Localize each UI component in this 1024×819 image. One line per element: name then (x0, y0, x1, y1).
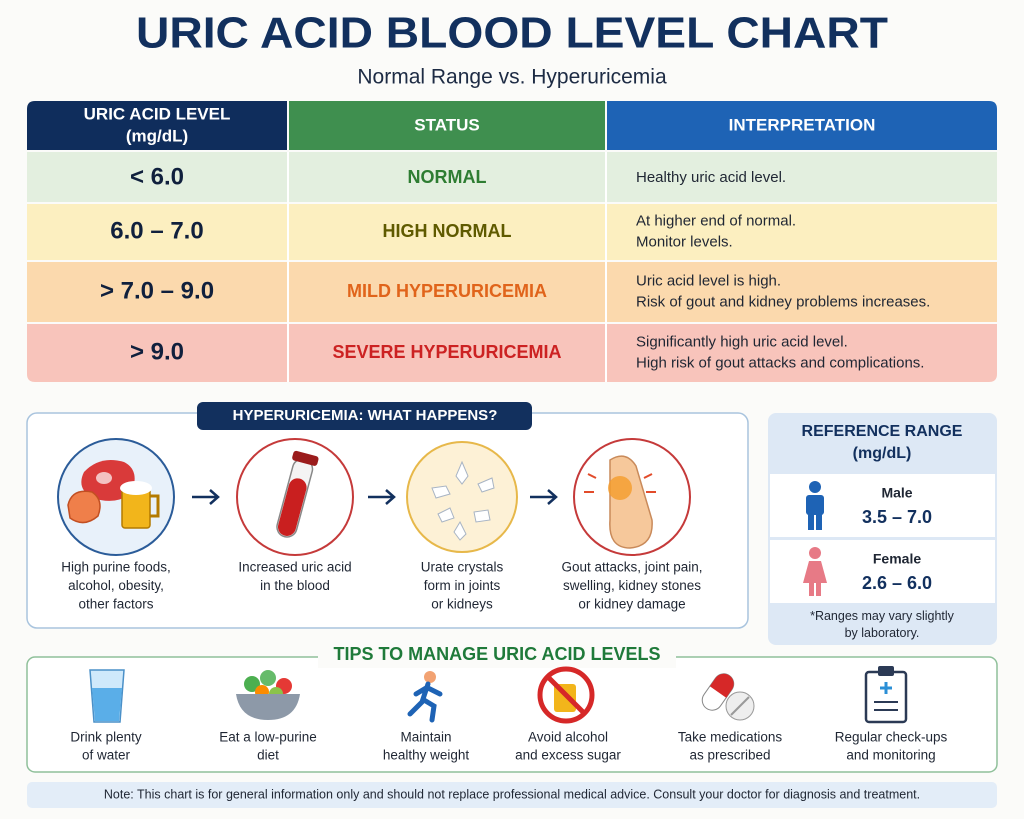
interpretation: At higher end of normal. (636, 212, 796, 229)
row-bg (27, 324, 997, 382)
level: 6.0 – 7.0 (110, 217, 203, 244)
tip-caption: healthy weight (383, 748, 470, 763)
tip-icon (89, 669, 125, 723)
interpretation: Uric acid level is high. (636, 272, 781, 289)
reference-note: *Ranges may vary slightly (810, 609, 955, 623)
header-cell (27, 101, 287, 150)
table-header (27, 101, 997, 150)
tip-icon (236, 670, 300, 720)
interpretation: High risk of gout attacks and complicati… (636, 354, 924, 371)
tip-icon (407, 671, 443, 723)
interpretation: Risk of gout and kidney problems increas… (636, 293, 930, 310)
tip-caption: and excess sugar (515, 748, 621, 763)
tip-icon (537, 666, 595, 724)
tips-title-bg (318, 644, 676, 668)
header-cell (607, 101, 997, 150)
group-range: 2.6 – 6.0 (862, 573, 932, 593)
step-caption: or kidney damage (578, 597, 685, 612)
step-caption: alcohol, obesity, (68, 578, 164, 593)
tip-caption: Regular check-ups (835, 730, 948, 745)
process-title: HYPERURICEMIA: WHAT HAPPENS? (233, 407, 498, 424)
tip-caption: diet (257, 748, 279, 763)
arrow (192, 489, 558, 505)
header-cell (289, 101, 605, 150)
female-icon (803, 547, 827, 596)
status: NORMAL (408, 167, 487, 187)
reference-card (770, 474, 995, 537)
interpretation: Significantly high uric acid level. (636, 333, 848, 350)
tip-caption: Maintain (400, 730, 451, 745)
step-caption: or kidneys (431, 597, 493, 612)
tip-caption: Take medications (678, 730, 783, 745)
interpretation: Healthy uric acid level. (636, 169, 786, 186)
group-label: Male (881, 485, 912, 501)
step-caption: Increased uric acid (238, 560, 351, 575)
row-bg (27, 152, 997, 202)
step-caption: in the blood (260, 578, 330, 593)
row-bg (27, 204, 997, 260)
tip-caption: Avoid alcohol (528, 730, 608, 745)
step-icon (573, 438, 691, 556)
row-bg (27, 262, 997, 322)
level: > 7.0 – 9.0 (100, 277, 214, 304)
reference-note: by laboratory. (845, 626, 920, 640)
reference-title: REFERENCE RANGE (802, 423, 963, 440)
level: > 9.0 (130, 338, 184, 365)
column-header: (mg/dL) (126, 126, 188, 145)
step-icon (236, 438, 354, 556)
tip-icon (701, 673, 755, 721)
male-icon (806, 481, 824, 530)
column-header: URIC ACID LEVEL (84, 104, 231, 123)
step-icon (406, 441, 518, 553)
step-icon (57, 438, 175, 556)
process-pill (197, 402, 532, 430)
title: URIC ACID BLOOD LEVEL CHART (136, 9, 888, 58)
status: SEVERE HYPERURICEMIA (332, 342, 561, 362)
level: < 6.0 (130, 163, 184, 190)
reference-card (770, 540, 995, 603)
reference-title: (mg/dL) (853, 445, 912, 462)
step-caption: swelling, kidney stones (563, 578, 701, 593)
tip-icon (864, 666, 908, 724)
step-caption: High purine foods, (61, 560, 171, 575)
tip-caption: of water (82, 748, 131, 763)
tip-caption: Eat a low-purine (219, 730, 317, 745)
interpretation: Monitor levels. (636, 233, 733, 250)
column-header: INTERPRETATION (729, 115, 876, 134)
step-caption: Gout attacks, joint pain, (561, 560, 702, 575)
footer-note: Note: This chart is for general informat… (104, 787, 920, 801)
footer-bar (27, 782, 997, 808)
status: HIGH NORMAL (383, 221, 512, 241)
tips-title: TIPS TO MANAGE URIC ACID LEVELS (333, 644, 660, 664)
step-caption: other factors (78, 597, 153, 612)
tip-caption: Drink plenty (70, 730, 142, 745)
status: MILD HYPERURICEMIA (347, 281, 547, 301)
group-label: Female (873, 551, 921, 567)
subtitle: Normal Range vs. Hyperuricemia (357, 66, 667, 89)
group-range: 3.5 – 7.0 (862, 507, 932, 527)
step-caption: form in joints (424, 578, 501, 593)
tip-caption: and monitoring (846, 748, 935, 763)
tip-caption: as prescribed (689, 748, 770, 763)
step-caption: Urate crystals (421, 560, 504, 575)
column-header: STATUS (414, 115, 479, 134)
table-body (27, 152, 997, 382)
